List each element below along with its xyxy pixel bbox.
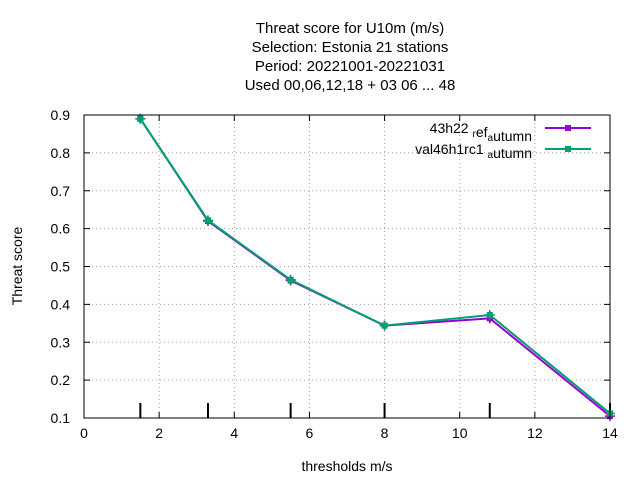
y-tick-label: 0.5 <box>51 259 71 275</box>
y-tick-label: 0.8 <box>51 145 71 161</box>
title-line-1: Threat score for U10m (m/s) <box>256 20 444 37</box>
legend-name-mid: ef <box>476 124 488 140</box>
title-line-3: Period: 20221001-20221031 <box>255 58 445 75</box>
y-tick-label: 0.4 <box>51 296 71 312</box>
y-tick-label: 0.1 <box>51 410 71 426</box>
y-tick-label: 0.7 <box>51 183 71 199</box>
title-line-4: Used 00,06,12,18 + 03 06 ... 48 <box>245 77 456 94</box>
x-axis-ticks: 0 2 4 6 8 10 12 14 <box>80 115 618 441</box>
y-axis-label: Threat score <box>9 226 25 305</box>
series-line <box>139 118 611 415</box>
x-axis-label: thresholds m/s <box>301 458 392 474</box>
data-series <box>135 113 615 422</box>
y-axis-ticks: 0.1 0.2 0.3 0.4 0.5 0.6 0.7 0.8 0.9 <box>51 107 610 426</box>
x-tick-label: 10 <box>452 425 468 441</box>
legend-label: 43h22 refautumn <box>430 120 532 144</box>
x-tick-label: 8 <box>381 425 389 441</box>
x-tick-label: 12 <box>527 425 543 441</box>
legend-marker <box>565 125 571 131</box>
legend-entry-2: val46h1rc1 autumn <box>415 141 591 161</box>
x-tick-label: 6 <box>306 425 314 441</box>
legend-entry-1: 43h22 refautumn <box>430 120 591 144</box>
y-tick-label: 0.6 <box>51 221 71 237</box>
legend-name-tail: utumn <box>493 145 532 161</box>
legend-name-sub: r <box>472 129 476 140</box>
threshold-markers <box>139 403 611 418</box>
title-line-2: Selection: Estonia 21 stations <box>252 39 449 56</box>
x-tick-label: 2 <box>155 425 163 441</box>
legend-name-main: 43h22 <box>430 120 473 136</box>
y-tick-label: 0.2 <box>51 372 71 388</box>
legend-label: val46h1rc1 autumn <box>415 141 532 161</box>
x-tick-label: 4 <box>230 425 238 441</box>
legend-marker <box>565 146 571 152</box>
y-tick-label: 0.3 <box>51 334 71 350</box>
grid <box>84 115 610 418</box>
series-line <box>139 118 611 417</box>
series-1 <box>135 113 615 422</box>
x-tick-label: 0 <box>80 425 88 441</box>
legend-name-sub: a <box>488 150 494 161</box>
legend-name-tail: utumn <box>493 128 532 144</box>
legend-name-sub: a <box>488 133 494 144</box>
chart-title: Threat score for U10m (m/s) Selection: E… <box>245 20 456 94</box>
x-tick-label: 14 <box>602 425 618 441</box>
y-tick-label: 0.9 <box>51 107 71 123</box>
series-2 <box>135 113 615 419</box>
legend-name-main: val46h1rc1 <box>415 141 487 157</box>
